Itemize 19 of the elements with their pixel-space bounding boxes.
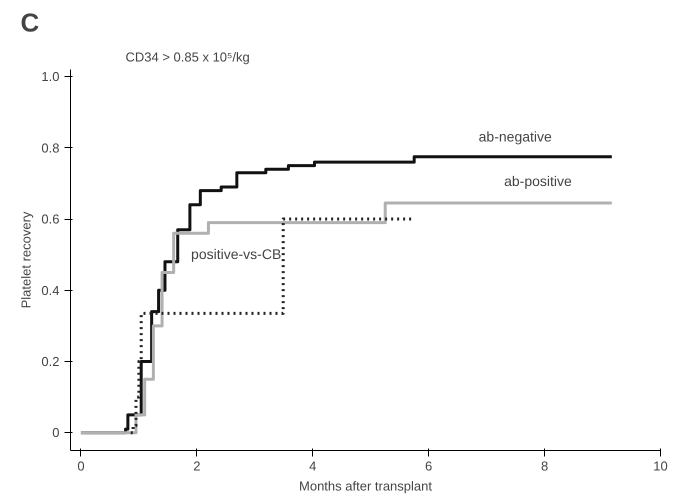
x-tick-label: 2: [193, 458, 200, 474]
series-label: ab-negative: [478, 128, 552, 145]
x-tick-label: 8: [540, 458, 548, 474]
x-tick-label: 4: [309, 458, 316, 474]
y-tick-label: 0.4: [41, 282, 60, 298]
series-label: positive-vs-CB: [191, 246, 282, 262]
x-tick-label: 0: [77, 458, 85, 474]
x-axis-title: Months after transplant: [299, 478, 432, 494]
y-tick-label: 0: [52, 425, 60, 440]
y-tick-label: 1.0: [41, 69, 60, 84]
y-tick-label: 0.6: [41, 212, 60, 227]
chart-title: CD34 > 0.85 x 10⁵/kg: [126, 50, 250, 64]
series-label: ab-positive: [504, 173, 572, 190]
y-axis-title: Platelet recovery: [18, 211, 34, 308]
text: C: [20, 8, 40, 38]
x-tick-label: 10: [653, 458, 668, 474]
x-tick-label: 6: [425, 458, 432, 474]
y-tick-label: 0.8: [41, 140, 60, 156]
y-tick-label: 0.2: [41, 354, 60, 369]
